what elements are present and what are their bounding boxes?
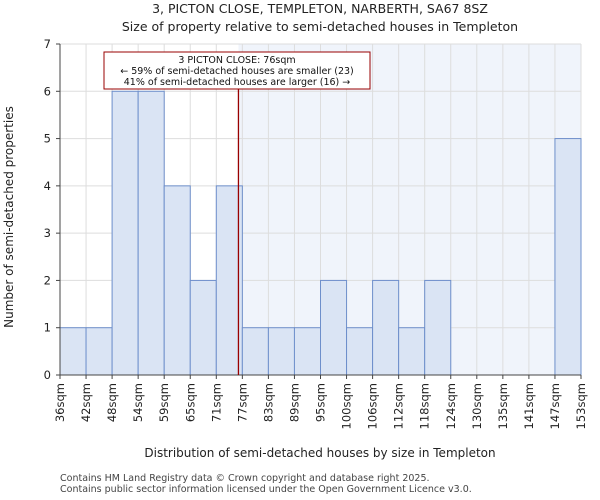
y-tick-label: 4: [44, 179, 51, 193]
bar-36sqm: [59, 327, 87, 376]
y-tick-label: 3: [44, 226, 51, 240]
x-axis-label: Distribution of semi-detached houses by …: [144, 446, 495, 460]
x-tick-label-100sqm: 100sqm: [340, 383, 354, 429]
bar-147sqm: [554, 138, 582, 376]
annotation-line-2: ← 59% of semi-detached houses are smalle…: [120, 66, 354, 77]
larger-region-shade: [238, 44, 581, 375]
annotation-line-1: 3 PICTON CLOSE: 76sqm: [178, 55, 295, 66]
x-tick-label-71sqm: 71sqm: [209, 383, 223, 422]
x-tick-label-48sqm: 48sqm: [105, 383, 119, 422]
x-tick-label-141sqm: 141sqm: [522, 383, 536, 429]
x-tick-label-130sqm: 130sqm: [470, 383, 484, 429]
x-tick-label-118sqm: 118sqm: [418, 383, 432, 429]
chart-subtitle: Size of property relative to semi-detach…: [122, 19, 518, 34]
x-tick-label-54sqm: 54sqm: [131, 383, 145, 422]
annotation-line-3: 41% of semi-detached houses are larger (…: [124, 77, 351, 88]
bar-42sqm: [85, 327, 113, 376]
bar-59sqm: [163, 185, 191, 376]
x-tick-label-65sqm: 65sqm: [183, 383, 197, 422]
x-tick-label-59sqm: 59sqm: [157, 383, 171, 422]
bar-100sqm: [346, 327, 374, 376]
y-tick-label: 0: [44, 368, 51, 382]
bar-83sqm: [267, 327, 295, 376]
bar-112sqm: [398, 327, 426, 376]
bar-95sqm: [320, 279, 348, 376]
x-tick-label-42sqm: 42sqm: [79, 383, 93, 422]
y-tick-label: 7: [44, 37, 51, 51]
bar-118sqm: [424, 279, 452, 376]
bar-77sqm: [241, 327, 269, 376]
y-tick-label: 1: [44, 321, 51, 335]
footer-licence: Contains public sector information licen…: [60, 484, 472, 495]
footer-copyright: Contains HM Land Registry data © Crown c…: [60, 473, 430, 484]
bar-48sqm: [111, 90, 139, 376]
x-tick-label-106sqm: 106sqm: [366, 383, 380, 429]
x-tick-label-124sqm: 124sqm: [444, 383, 458, 429]
x-tick-label-147sqm: 147sqm: [548, 383, 562, 429]
y-tick-label: 2: [44, 273, 51, 287]
bar-65sqm: [189, 279, 217, 376]
x-tick-label-95sqm: 95sqm: [314, 383, 328, 422]
annotation-box-frame: [103, 51, 371, 90]
histogram-chart: 3, PICTON CLOSE, TEMPLETON, NARBERTH, SA…: [2, 1, 588, 460]
x-tick-label-112sqm: 112sqm: [392, 383, 406, 429]
bar-54sqm: [137, 90, 165, 376]
x-tick-label-83sqm: 83sqm: [261, 383, 275, 422]
x-tick-label-36sqm: 36sqm: [53, 383, 67, 422]
chart-title: 3, PICTON CLOSE, TEMPLETON, NARBERTH, SA…: [152, 1, 488, 16]
y-axis-label: Number of semi-detached properties: [2, 106, 16, 328]
annotation-box: 3 PICTON CLOSE: 76sqm ← 59% of semi-deta…: [103, 51, 371, 90]
bar-106sqm: [372, 279, 400, 376]
x-tick-label-89sqm: 89sqm: [287, 383, 301, 422]
x-tick-label-153sqm: 153sqm: [574, 383, 588, 429]
x-tick-label-135sqm: 135sqm: [496, 383, 510, 429]
bar-89sqm: [293, 327, 322, 376]
y-tick-label: 5: [44, 132, 51, 146]
x-tick-label-77sqm: 77sqm: [235, 383, 249, 422]
y-tick-label: 6: [44, 84, 51, 98]
